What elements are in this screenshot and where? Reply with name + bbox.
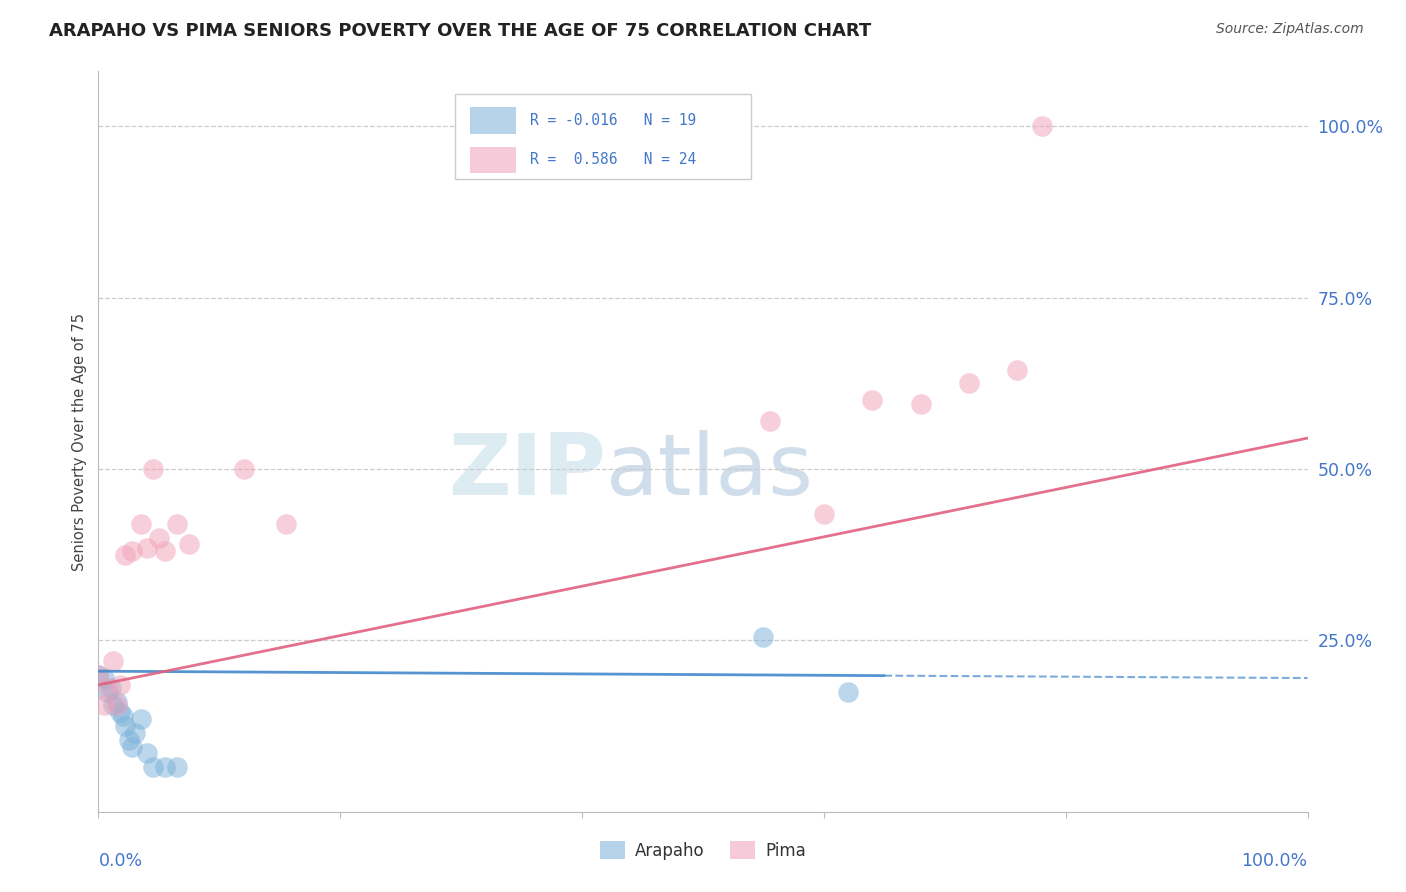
Point <box>837 685 859 699</box>
Point <box>101 654 124 668</box>
Point <box>100 681 122 696</box>
Point <box>93 671 115 685</box>
Text: Source: ZipAtlas.com: Source: ZipAtlas.com <box>1216 22 1364 37</box>
Point <box>121 739 143 754</box>
Text: R =  0.586   N = 24: R = 0.586 N = 24 <box>530 153 696 168</box>
Point <box>114 548 136 562</box>
Point <box>232 462 254 476</box>
Text: ARAPAHO VS PIMA SENIORS POVERTY OVER THE AGE OF 75 CORRELATION CHART: ARAPAHO VS PIMA SENIORS POVERTY OVER THE… <box>49 22 872 40</box>
Point <box>142 462 165 476</box>
Legend: Arapaho, Pima: Arapaho, Pima <box>593 835 813 866</box>
FancyBboxPatch shape <box>456 94 751 178</box>
Text: 0.0%: 0.0% <box>98 853 142 871</box>
Text: R = -0.016   N = 19: R = -0.016 N = 19 <box>530 113 696 128</box>
Point <box>105 698 128 713</box>
Point <box>108 678 131 692</box>
Bar <box>470 146 516 173</box>
Point <box>118 732 141 747</box>
Point <box>97 681 120 696</box>
Point <box>121 544 143 558</box>
Point <box>129 712 152 726</box>
Point <box>957 376 980 391</box>
Point <box>105 695 128 709</box>
Point <box>114 719 136 733</box>
Point <box>135 747 157 761</box>
Point <box>910 397 932 411</box>
Bar <box>470 108 516 134</box>
Point <box>1031 119 1053 133</box>
Point <box>87 667 110 681</box>
Point <box>813 507 835 521</box>
Point <box>752 630 775 644</box>
Point <box>179 537 201 551</box>
Point <box>87 667 110 681</box>
Text: 100.0%: 100.0% <box>1241 853 1308 871</box>
Point <box>1007 362 1029 376</box>
Point <box>93 698 115 713</box>
Y-axis label: Seniors Poverty Over the Age of 75: Seniors Poverty Over the Age of 75 <box>72 312 87 571</box>
Point <box>274 516 297 531</box>
Point <box>96 685 118 699</box>
Point <box>148 531 170 545</box>
Point <box>142 760 165 774</box>
Point <box>124 726 146 740</box>
Point <box>111 708 134 723</box>
Point <box>135 541 157 555</box>
Point <box>860 393 883 408</box>
Point <box>758 414 780 428</box>
Point <box>101 698 124 713</box>
Text: ZIP: ZIP <box>449 430 606 513</box>
Point <box>153 544 176 558</box>
Point <box>129 516 152 531</box>
Text: atlas: atlas <box>606 430 814 513</box>
Point <box>166 516 188 531</box>
Point <box>166 760 188 774</box>
Point <box>108 706 131 720</box>
Point <box>153 760 176 774</box>
